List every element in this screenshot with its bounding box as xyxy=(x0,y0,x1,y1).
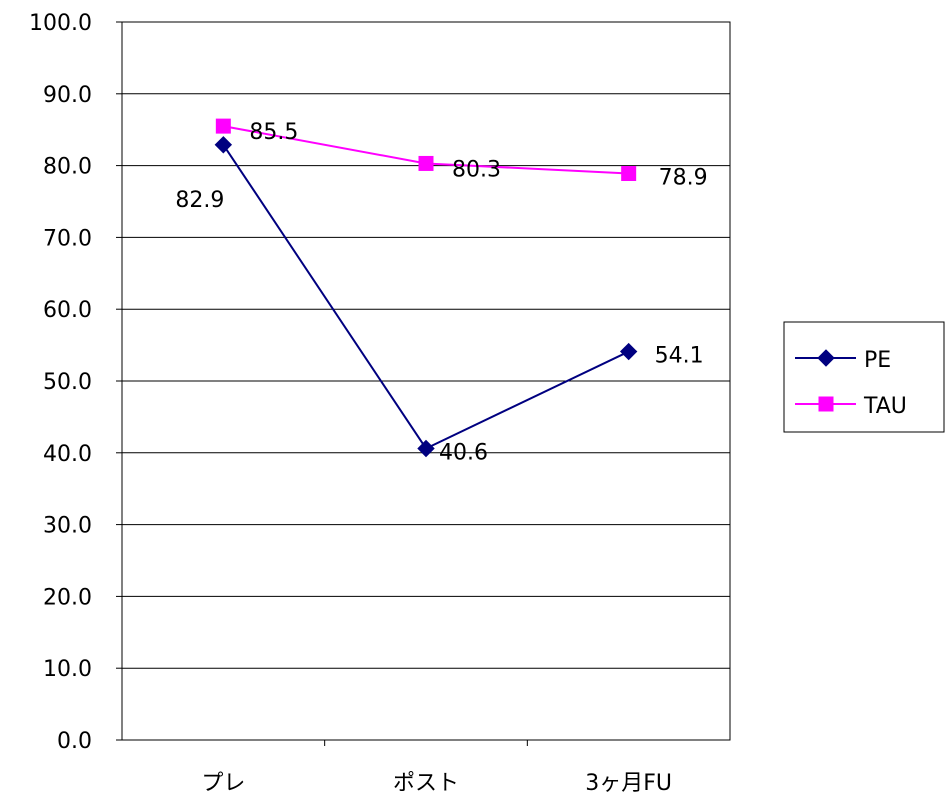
series-lines xyxy=(222,125,630,450)
data-labels: 82.9 40.6 54.1 85.5 80.3 78.9 xyxy=(175,120,707,465)
y-tick-label: 50.0 xyxy=(43,370,92,395)
legend-label-pe: PE xyxy=(864,348,891,373)
data-point-pe xyxy=(417,439,435,458)
legend-box xyxy=(783,321,945,433)
legend-marker-pe xyxy=(817,349,835,367)
legend-marker-tau xyxy=(818,396,834,412)
gridlines xyxy=(122,93,730,669)
series-markers xyxy=(214,118,638,458)
axes xyxy=(116,21,731,746)
x-tick-label: ポスト xyxy=(393,771,459,796)
data-label-tau: 78.9 xyxy=(659,165,708,190)
legend: PE TAU xyxy=(783,321,945,433)
data-point-pe xyxy=(214,136,233,154)
data-label-tau: 85.5 xyxy=(249,120,298,145)
data-label-tau: 80.3 xyxy=(452,157,501,182)
data-label-pe: 54.1 xyxy=(655,344,704,369)
data-point-pe xyxy=(619,342,638,361)
y-tick-label: 60.0 xyxy=(43,298,92,323)
y-axis-tick-labels: 0.0 10.0 20.0 30.0 40.0 50.0 60.0 70.0 80.0 90.0 1… xyxy=(29,11,92,754)
y-tick-label: 20.0 xyxy=(43,585,92,610)
y-tick-label: 70.0 xyxy=(43,226,92,251)
y-tick-label: 100.0 xyxy=(29,11,92,36)
legend-label-tau: TAU xyxy=(863,394,907,419)
y-tick-label: 30.0 xyxy=(43,514,92,539)
data-point-tau xyxy=(215,118,231,134)
x-tick-label: 3ヶ月FU xyxy=(585,771,672,796)
data-point-tau xyxy=(621,165,637,181)
y-tick-label: 10.0 xyxy=(43,657,92,682)
y-tick-label: 90.0 xyxy=(43,83,92,108)
y-tick-label: 40.0 xyxy=(43,442,92,467)
x-axis-tick-labels: プレ ポスト 3ヶ月FU xyxy=(201,771,672,796)
data-point-tau xyxy=(418,155,434,171)
y-tick-label: 80.0 xyxy=(43,155,92,180)
series-line-pe xyxy=(222,144,630,450)
data-label-pe: 82.9 xyxy=(175,188,224,213)
data-label-pe: 40.6 xyxy=(439,440,488,465)
x-tick-label: プレ xyxy=(201,771,245,796)
y-tick-label: 0.0 xyxy=(57,729,92,754)
